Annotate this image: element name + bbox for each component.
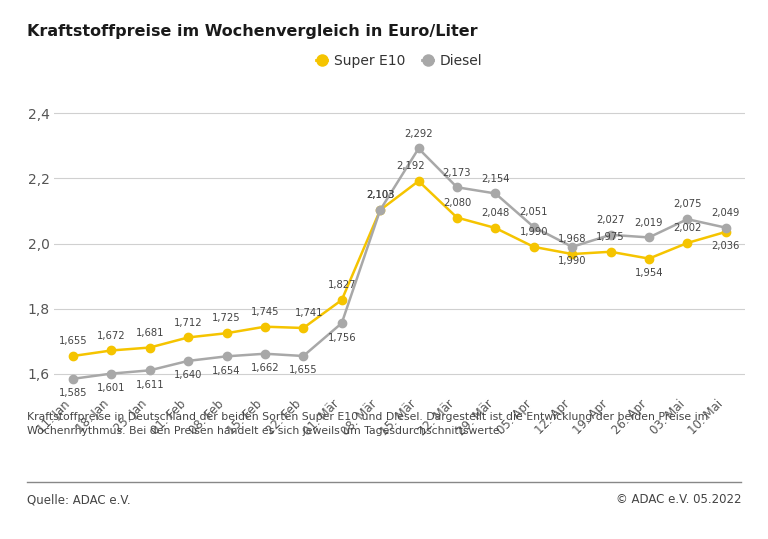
Text: 2,173: 2,173 [442,168,472,177]
Text: 1,672: 1,672 [97,331,126,341]
Text: 1,954: 1,954 [634,268,664,278]
Text: 2,027: 2,027 [596,215,625,225]
Text: 2,036: 2,036 [712,241,740,251]
Text: © ADAC e.V. 05.2022: © ADAC e.V. 05.2022 [616,493,741,506]
Text: 1,990: 1,990 [519,227,548,237]
Text: Quelle: ADAC e.V.: Quelle: ADAC e.V. [27,493,131,506]
Text: 1,725: 1,725 [212,314,241,323]
Text: 1,654: 1,654 [212,366,241,376]
Text: 1,681: 1,681 [135,328,164,338]
Text: 1,611: 1,611 [135,380,164,390]
Text: 2,080: 2,080 [443,198,471,208]
Text: 1,585: 1,585 [58,388,88,398]
Text: 1,827: 1,827 [327,280,356,291]
Text: 2,192: 2,192 [396,161,425,171]
Text: 1,990: 1,990 [558,257,587,266]
Text: 1,745: 1,745 [250,307,280,317]
Text: 2,292: 2,292 [404,129,433,139]
Text: 1,655: 1,655 [58,336,88,346]
Text: 2,103: 2,103 [366,190,394,201]
Text: 2,002: 2,002 [674,223,701,233]
Text: 1,756: 1,756 [327,333,356,343]
Text: 1,975: 1,975 [596,232,625,242]
Text: 1,741: 1,741 [295,308,323,318]
Text: 2,075: 2,075 [673,199,702,210]
Text: 1,712: 1,712 [174,317,203,328]
Text: 1,662: 1,662 [250,363,280,373]
Text: 2,051: 2,051 [519,208,548,217]
Legend: Super E10, Diesel: Super E10, Diesel [316,53,483,67]
Text: 1,640: 1,640 [174,370,202,381]
Text: 1,968: 1,968 [558,234,587,244]
Text: 1,655: 1,655 [289,365,318,376]
Text: 1,601: 1,601 [97,383,126,393]
Text: 2,154: 2,154 [481,174,510,184]
Text: 2,103: 2,103 [366,190,394,201]
Text: 2,049: 2,049 [712,208,740,218]
Text: 2,019: 2,019 [634,218,664,227]
Text: 2,048: 2,048 [482,208,509,218]
Text: Kraftstoffpreise in Deutschland der beiden Sorten Super E10 und Diesel. Dargeste: Kraftstoffpreise in Deutschland der beid… [27,412,708,436]
Text: Kraftstoffpreise im Wochenvergleich in Euro/Liter: Kraftstoffpreise im Wochenvergleich in E… [27,24,478,39]
